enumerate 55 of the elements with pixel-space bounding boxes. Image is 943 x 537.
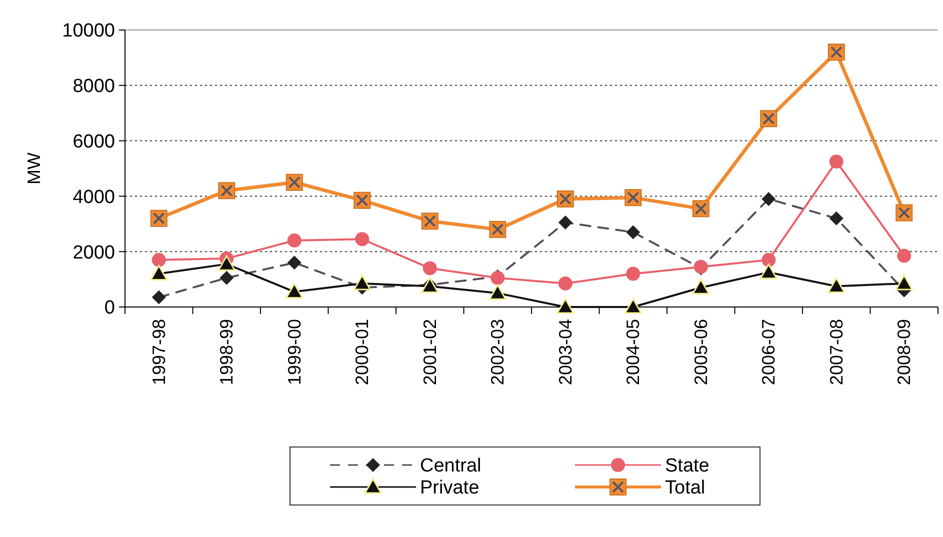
- point: [354, 192, 371, 209]
- point: [152, 252, 166, 267]
- point: [828, 44, 845, 61]
- point: [558, 276, 572, 290]
- legend-label: Private: [420, 478, 480, 499]
- point: [287, 234, 302, 248]
- y-tick-label: 10000: [62, 20, 115, 42]
- point: [556, 298, 574, 314]
- point: [760, 264, 778, 280]
- point: [692, 278, 710, 294]
- y-axis-title: MW: [24, 152, 44, 184]
- point: [762, 252, 776, 267]
- x-tick-label: 2005-06: [690, 319, 711, 386]
- x-tick-label: 1997-98: [148, 319, 169, 386]
- x-tick-label: 2008-09: [894, 319, 914, 386]
- point: [896, 204, 913, 222]
- y-tick-label: 2000: [72, 242, 115, 264]
- legend-label: Central: [420, 456, 482, 477]
- point: [489, 220, 506, 238]
- point: [556, 190, 574, 208]
- x-tick-label: 2006-07: [758, 319, 779, 386]
- point: [422, 261, 437, 276]
- x-tick-label: 1999-00: [284, 319, 304, 386]
- point: [895, 274, 913, 290]
- x-tick-label: 1998-99: [216, 319, 237, 386]
- point: [150, 265, 168, 281]
- point: [626, 266, 640, 281]
- point: [355, 232, 370, 246]
- point: [829, 154, 844, 169]
- x-tick-label: 2003-04: [555, 319, 576, 386]
- point: [150, 210, 168, 227]
- point: [286, 283, 304, 299]
- point: [624, 298, 642, 314]
- y-tick-label: 8000: [72, 76, 115, 98]
- x-tick-label: 2001-02: [420, 319, 440, 386]
- x-tick-label: 2000-01: [352, 319, 372, 386]
- x-tick-label: 2002-03: [488, 319, 508, 386]
- point: [488, 284, 506, 300]
- legend-label: State: [665, 456, 710, 477]
- x-tick-label: 2004-05: [623, 319, 644, 386]
- x-tick-label: 2007-08: [826, 319, 846, 386]
- point: [286, 174, 303, 191]
- y-tick-label: 4000: [72, 186, 115, 208]
- legend-label: Total: [665, 478, 706, 499]
- y-tick-label: 0: [104, 298, 115, 319]
- point: [624, 189, 642, 206]
- point: [421, 212, 438, 230]
- point: [353, 274, 371, 290]
- point: [218, 182, 236, 200]
- point: [897, 248, 912, 263]
- point: [828, 277, 846, 293]
- point: [760, 110, 778, 128]
- point: [692, 200, 710, 218]
- y-tick-label: 6000: [72, 131, 115, 152]
- point: [218, 255, 236, 271]
